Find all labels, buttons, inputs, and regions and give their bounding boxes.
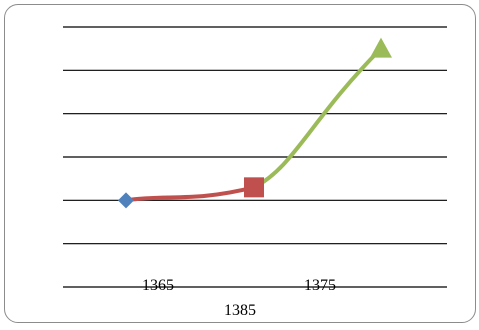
x-tick-label-1365: 1365 — [142, 277, 174, 294]
point-marker-1365 — [118, 192, 134, 209]
series-line-2 — [252, 46, 383, 190]
chart-frame — [4, 4, 476, 323]
series-markers — [118, 37, 392, 209]
gridlines — [63, 26, 447, 288]
x-tick-label-1375: 1375 — [304, 277, 336, 294]
point-marker-1375 — [370, 37, 392, 58]
series-lines — [124, 46, 383, 203]
point-marker-1385 — [244, 177, 264, 198]
x-tick-labels: 1365 1385 1375 — [142, 277, 336, 319]
series-line-1 — [124, 185, 256, 203]
x-tick-label-1385: 1385 — [224, 302, 256, 319]
